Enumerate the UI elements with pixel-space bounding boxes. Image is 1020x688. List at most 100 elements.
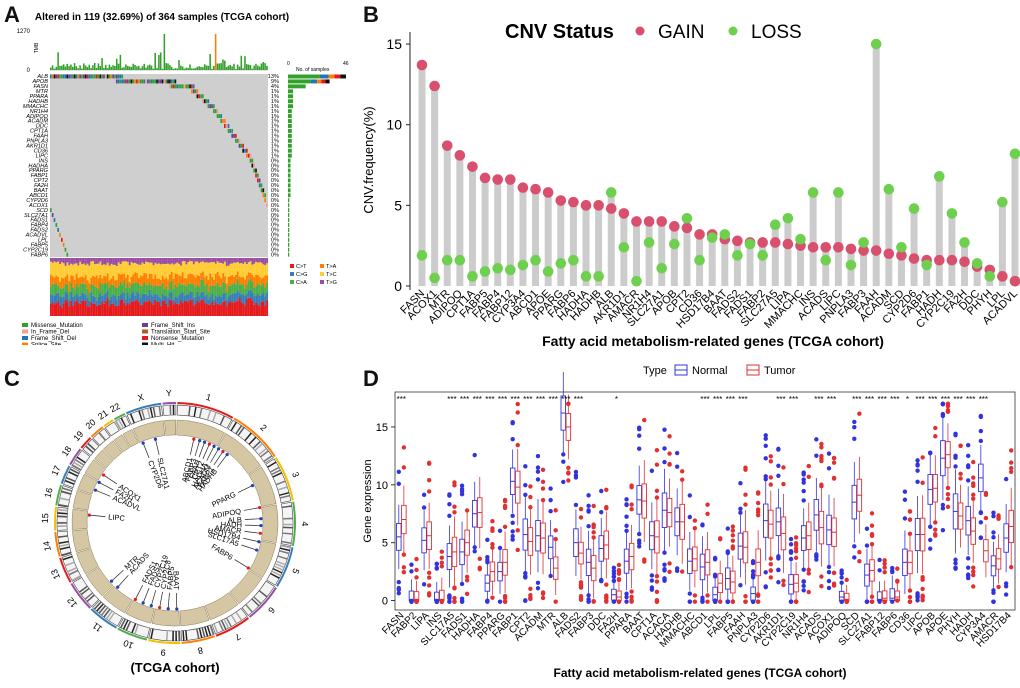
titv-segment [233,258,235,263]
significance-mark: *** [498,395,507,404]
titv-segment [66,262,68,274]
titv-segment [211,258,213,262]
outlier-point [680,469,684,473]
titv-segment [116,258,118,266]
outlier-point [908,599,912,603]
titv-segment [164,289,166,296]
chromosome-label: 20 [84,417,98,431]
outlier-point [655,448,659,452]
titv-segment [77,258,79,265]
titv-segment [54,295,56,304]
mutation-cell [74,75,76,79]
outlier-point [839,575,843,579]
titv-segment [233,293,235,302]
significance-mark: *** [789,395,798,404]
titv-segment [230,295,232,301]
titv-segment [151,274,153,285]
mutation-cell [65,248,67,252]
titv-segment [200,258,202,262]
titv-segment [129,258,131,265]
outlier-point [903,490,907,494]
mutation-cell [239,144,241,148]
titv-segment [204,277,206,286]
titv-segment [83,283,85,294]
titv-segment [217,261,219,272]
titv-segment [266,292,268,299]
titv-segment [114,265,116,281]
titv-segment [96,264,98,276]
tmb-bar [52,65,54,70]
lollipop-stick [759,242,766,286]
titv-segment [81,292,83,300]
titv-segment [63,263,65,278]
chromosome-label: 4 [300,521,310,526]
titv-segment [224,262,226,277]
titv-segment [125,299,127,305]
titv-segment [79,258,81,262]
titv-segment [123,281,125,293]
tmb-bar [83,63,85,70]
outlier-point [819,574,823,578]
titv-segment [94,264,96,277]
mutation-cell [88,75,90,79]
titv-segment [72,297,74,306]
mutation-cell [235,134,237,138]
tmb-bar [180,66,182,70]
outlier-point [920,481,924,485]
gain-point [669,221,680,232]
titv-segment [94,303,96,316]
titv-segment [264,258,266,265]
mutation-cell [63,75,65,79]
tmb-bar [110,67,112,70]
side-count-bar [288,208,289,212]
significance-mark: *** [548,395,557,404]
oncoplot-chart: A Altered in 119 (32.69%) of 364 samples… [0,0,355,345]
significance-mark: *** [473,395,482,404]
titv-segment [138,293,140,302]
tmb-bar [114,66,116,70]
titv-segment [160,264,162,280]
outlier-point [548,498,552,502]
outlier-point [718,536,722,540]
titv-segment [110,297,112,304]
outlier-point [819,445,823,449]
gene-connector [96,490,111,496]
titv-segment [129,282,131,288]
titv-segment [50,258,52,262]
titv-segment [99,293,101,304]
mutation-cell [116,75,118,79]
titv-segment [169,300,171,316]
titv-segment [120,258,122,264]
titv-segment [187,262,189,274]
tmb-bar [230,65,232,70]
titv-segment [118,305,120,316]
outlier-point [928,451,932,455]
titv-segment [173,304,175,316]
tmb-bar [103,68,105,70]
titv-segment [59,296,61,305]
titv-segment [164,296,166,301]
outlier-point [435,562,439,566]
outlier-point [629,483,633,487]
outlier-point [693,518,697,522]
titv-segment [204,263,206,278]
gene-connector [195,441,200,456]
gene-position-dot [175,607,178,610]
titv-segment [57,258,59,261]
titv-segment [162,258,164,264]
outlier-point [667,570,671,574]
titv-segment [237,279,239,291]
titv-segment [59,264,61,282]
tmb-bar [50,68,52,70]
titv-segment [88,284,90,294]
titv-segment [112,258,114,265]
titv-segment [252,275,254,282]
titv-segment [235,275,237,284]
titv-segment [219,263,221,276]
titv-segment [92,296,94,304]
titv-segment [189,300,191,316]
titv-segment [154,275,156,285]
tmb-bar [204,64,206,70]
mutation-cell [261,183,263,187]
gene-connector [214,452,223,465]
